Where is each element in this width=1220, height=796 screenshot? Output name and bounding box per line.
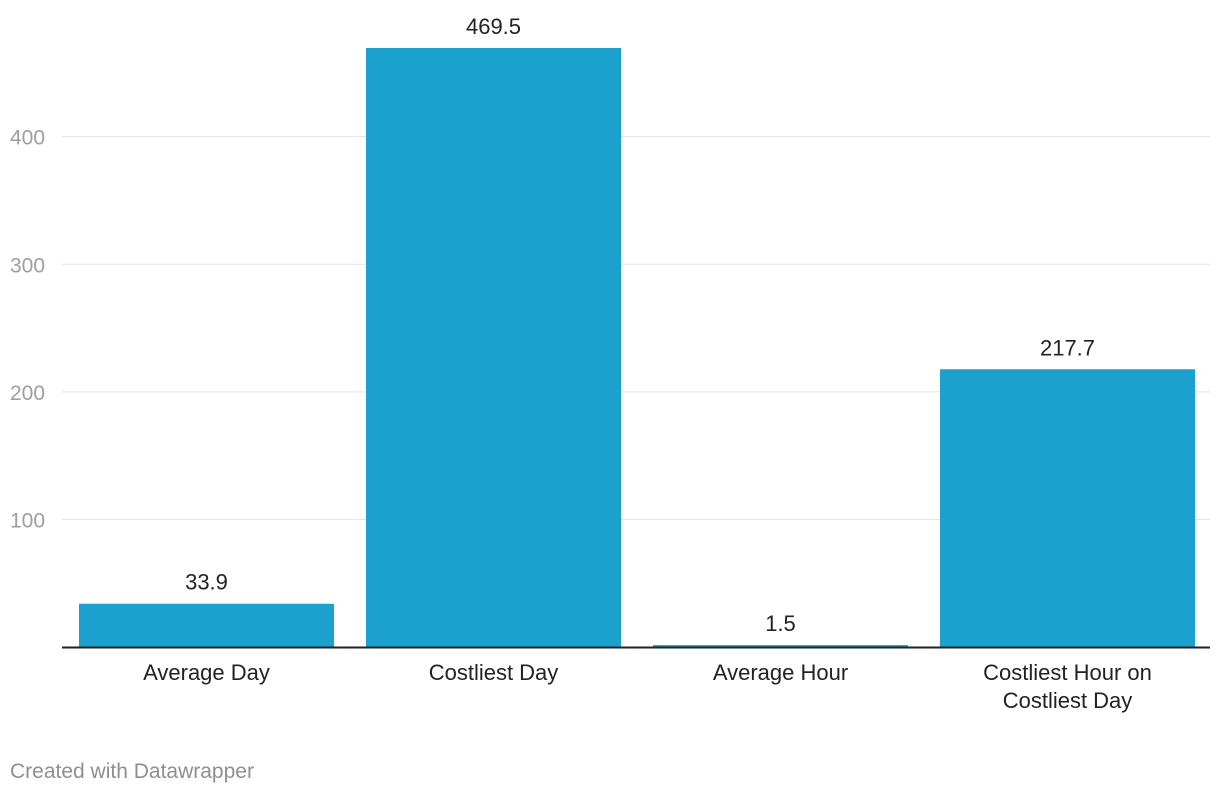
x-category-label: Costliest Day bbox=[1003, 688, 1133, 713]
bar[interactable] bbox=[653, 645, 908, 647]
bar[interactable] bbox=[79, 603, 334, 647]
y-tick-label: 400 bbox=[10, 127, 45, 150]
bar[interactable] bbox=[366, 48, 621, 647]
bar[interactable] bbox=[940, 369, 1195, 647]
bar-value-label: 469.5 bbox=[466, 14, 521, 39]
bar-value-label: 33.9 bbox=[185, 570, 228, 595]
bar-value-label: 1.5 bbox=[765, 611, 796, 636]
y-tick-label: 300 bbox=[10, 254, 45, 277]
x-category-label: Costliest Hour on bbox=[983, 660, 1152, 685]
bar-value-label: 217.7 bbox=[1040, 335, 1095, 360]
x-category-label: Costliest Day bbox=[429, 660, 559, 685]
datawrapper-credit[interactable]: Created with Datawrapper bbox=[10, 760, 254, 783]
x-category-label: Average Day bbox=[143, 660, 270, 685]
y-tick-label: 100 bbox=[10, 509, 45, 532]
y-tick-label: 200 bbox=[10, 382, 45, 405]
x-category-label: Average Hour bbox=[713, 660, 848, 685]
